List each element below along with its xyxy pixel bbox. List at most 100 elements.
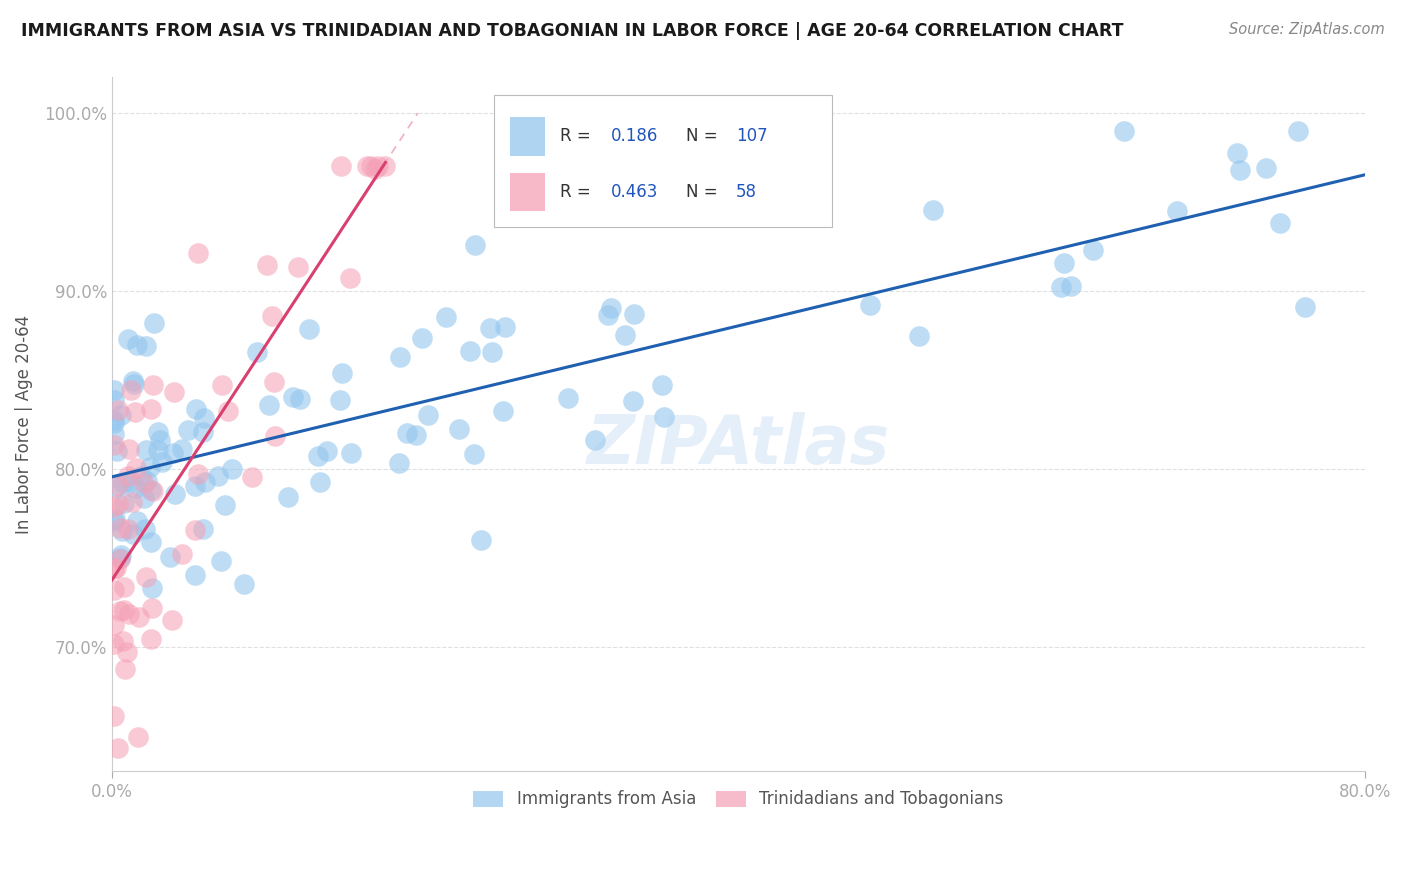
Point [449, 422, 471, 436]
Legend: Immigrants from Asia, Trinidadians and Tobagonians: Immigrants from Asia, Trinidadians and T… [467, 784, 1011, 815]
Point [103, 514, 125, 528]
Point [281, 390, 304, 404]
Point [142, 378, 165, 392]
Point [1060, 278, 1083, 293]
Point [118, 442, 141, 457]
Point [139, 535, 162, 549]
Point [240, 470, 263, 484]
Point [115, 644, 138, 658]
Point [859, 298, 882, 312]
Point [127, 731, 149, 745]
Point [209, 554, 232, 568]
Point [138, 460, 160, 475]
Point [139, 401, 162, 416]
Point [129, 469, 152, 483]
Point [263, 429, 285, 443]
Point [360, 160, 382, 174]
Point [135, 442, 157, 457]
Point [103, 426, 125, 441]
Point [191, 522, 214, 536]
Point [908, 328, 931, 343]
Point [329, 160, 352, 174]
Point [217, 404, 239, 418]
Point [183, 568, 205, 582]
Point [135, 474, 157, 488]
Point [623, 307, 645, 321]
Point [108, 604, 131, 618]
Point [411, 331, 433, 345]
Point [103, 413, 125, 427]
Point [134, 522, 156, 536]
Point [1166, 203, 1188, 218]
Point [1229, 163, 1251, 178]
Point [651, 378, 673, 392]
Point [492, 404, 515, 418]
Point [163, 385, 186, 400]
Point [1286, 124, 1309, 138]
Point [187, 245, 209, 260]
FancyBboxPatch shape [510, 173, 546, 211]
Point [103, 416, 125, 430]
Text: IMMIGRANTS FROM ASIA VS TRINIDADIAN AND TOBAGONIAN IN LABOR FORCE | AGE 20-64 CO: IMMIGRANTS FROM ASIA VS TRINIDADIAN AND … [21, 22, 1123, 40]
Point [1268, 216, 1291, 230]
Point [194, 475, 217, 489]
Point [388, 351, 411, 365]
Point [134, 476, 156, 491]
Point [112, 634, 135, 648]
Point [120, 383, 142, 397]
Point [142, 484, 165, 499]
Point [103, 562, 125, 576]
Point [162, 614, 184, 628]
Point [146, 442, 169, 457]
Point [463, 447, 485, 461]
Point [104, 561, 127, 575]
Point [110, 408, 132, 422]
Point [374, 160, 396, 174]
Point [298, 322, 321, 336]
Point [478, 320, 501, 334]
Text: R =: R = [561, 128, 596, 145]
Point [125, 460, 148, 475]
Point [246, 344, 269, 359]
Point [107, 443, 129, 458]
Point [388, 456, 411, 470]
Point [111, 475, 134, 490]
Point [494, 320, 516, 334]
Point [142, 316, 165, 330]
Point [122, 526, 145, 541]
Point [307, 449, 329, 463]
Point [330, 366, 353, 380]
Text: Source: ZipAtlas.com: Source: ZipAtlas.com [1229, 22, 1385, 37]
Point [135, 570, 157, 584]
Point [110, 551, 132, 566]
Point [316, 444, 339, 458]
Point [193, 410, 215, 425]
Point [124, 481, 146, 495]
Point [309, 475, 332, 490]
Point [108, 551, 131, 566]
Point [329, 392, 352, 407]
Point [104, 480, 127, 494]
Point [122, 374, 145, 388]
Text: N =: N = [686, 128, 723, 145]
Point [1256, 161, 1278, 175]
Point [103, 708, 125, 723]
Point [177, 423, 200, 437]
Y-axis label: In Labor Force | Age 20-64: In Labor Force | Age 20-64 [15, 315, 32, 534]
Point [418, 409, 440, 423]
Point [186, 402, 208, 417]
Point [256, 258, 278, 272]
Point [117, 522, 139, 536]
Point [481, 345, 503, 359]
Point [112, 496, 135, 510]
Point [599, 301, 621, 316]
Point [110, 548, 132, 562]
Point [470, 533, 492, 547]
Point [103, 393, 125, 408]
Point [103, 383, 125, 397]
Point [1112, 124, 1135, 138]
Point [117, 469, 139, 483]
Point [214, 498, 236, 512]
Point [117, 332, 139, 346]
Point [135, 339, 157, 353]
